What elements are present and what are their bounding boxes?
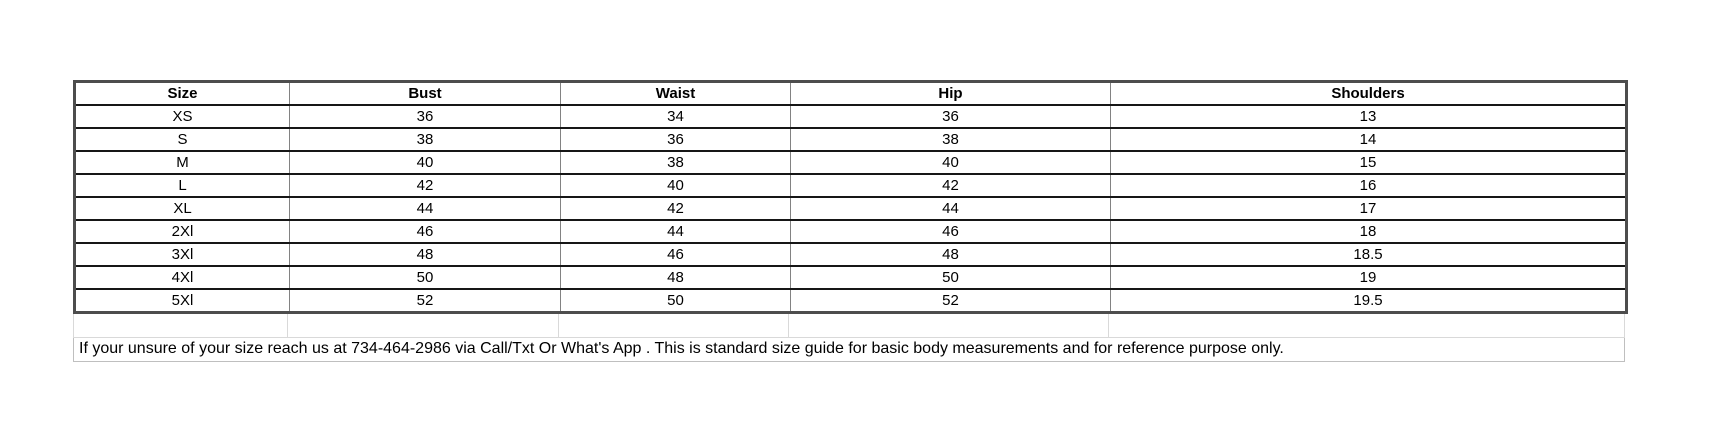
measurement-cell: 36 — [560, 127, 791, 152]
measurement-cell: 15 — [1110, 150, 1627, 175]
spacer-cell — [288, 314, 559, 338]
column-header-waist: Waist — [560, 80, 791, 106]
size-chart-body: XS 36 34 36 13 S 38 36 38 14 M 40 38 40 15 L 42 40 42 16 XL 4… — [74, 104, 1627, 314]
table-row: 5Xl 52 50 52 19.5 — [74, 288, 1627, 314]
spacer-cell — [789, 314, 1109, 338]
size-guide-note: If your unsure of your size reach us at … — [73, 338, 1625, 362]
measurement-cell: 13 — [1110, 104, 1627, 129]
measurement-cell: 52 — [289, 288, 561, 314]
measurement-cell: 38 — [790, 127, 1111, 152]
measurement-cell: 42 — [289, 173, 561, 198]
measurement-cell: 40 — [790, 150, 1111, 175]
table-row: XS 36 34 36 13 — [74, 104, 1627, 129]
table-row: 3Xl 48 46 48 18.5 — [74, 242, 1627, 267]
measurement-cell: 14 — [1110, 127, 1627, 152]
size-cell: M — [74, 150, 290, 175]
size-cell: 4Xl — [74, 265, 290, 290]
measurement-cell: 42 — [560, 196, 791, 221]
measurement-cell: 46 — [289, 219, 561, 244]
column-header-size: Size — [74, 80, 290, 106]
measurement-cell: 46 — [560, 242, 791, 267]
measurement-cell: 50 — [790, 265, 1111, 290]
measurement-cell: 18 — [1110, 219, 1627, 244]
measurement-cell: 48 — [560, 265, 791, 290]
measurement-cell: 50 — [289, 265, 561, 290]
table-row: 4Xl 50 48 50 19 — [74, 265, 1627, 290]
size-cell: XS — [74, 104, 290, 129]
measurement-cell: 36 — [289, 104, 561, 129]
size-cell: XL — [74, 196, 290, 221]
size-cell: L — [74, 173, 290, 198]
measurement-cell: 52 — [790, 288, 1111, 314]
spacer-cell — [73, 314, 288, 338]
measurement-cell: 18.5 — [1110, 242, 1627, 267]
table-row: M 40 38 40 15 — [74, 150, 1627, 175]
column-header-shoulders: Shoulders — [1110, 80, 1627, 106]
measurement-cell: 34 — [560, 104, 791, 129]
measurement-cell: 38 — [289, 127, 561, 152]
measurement-cell: 46 — [790, 219, 1111, 244]
table-row: XL 44 42 44 17 — [74, 196, 1627, 221]
measurement-cell: 48 — [289, 242, 561, 267]
measurement-cell: 36 — [790, 104, 1111, 129]
measurement-cell: 17 — [1110, 196, 1627, 221]
table-row: 2Xl 46 44 46 18 — [74, 219, 1627, 244]
column-header-bust: Bust — [289, 80, 561, 106]
size-cell: 5Xl — [74, 288, 290, 314]
measurement-cell: 40 — [289, 150, 561, 175]
table-row: S 38 36 38 14 — [74, 127, 1627, 152]
size-chart: Size Bust Waist Hip Shoulders XS 36 34 36 13… — [73, 80, 1628, 362]
measurement-cell: 44 — [560, 219, 791, 244]
size-cell: 3Xl — [74, 242, 290, 267]
header-row: Size Bust Waist Hip Shoulders — [74, 80, 1627, 106]
table-row: L 42 40 42 16 — [74, 173, 1627, 198]
measurement-cell: 19 — [1110, 265, 1627, 290]
spacer-cell — [559, 314, 789, 338]
size-cell: S — [74, 127, 290, 152]
column-header-hip: Hip — [790, 80, 1111, 106]
spacer-row — [73, 314, 1625, 338]
measurement-cell: 16 — [1110, 173, 1627, 198]
measurement-cell: 40 — [560, 173, 791, 198]
measurement-cell: 19.5 — [1110, 288, 1627, 314]
size-chart-table: Size Bust Waist Hip Shoulders XS 36 34 36 13… — [73, 80, 1628, 314]
measurement-cell: 44 — [790, 196, 1111, 221]
spacer-cell — [1109, 314, 1625, 338]
measurement-cell: 44 — [289, 196, 561, 221]
measurement-cell: 42 — [790, 173, 1111, 198]
measurement-cell: 50 — [560, 288, 791, 314]
size-cell: 2Xl — [74, 219, 290, 244]
measurement-cell: 38 — [560, 150, 791, 175]
measurement-cell: 48 — [790, 242, 1111, 267]
